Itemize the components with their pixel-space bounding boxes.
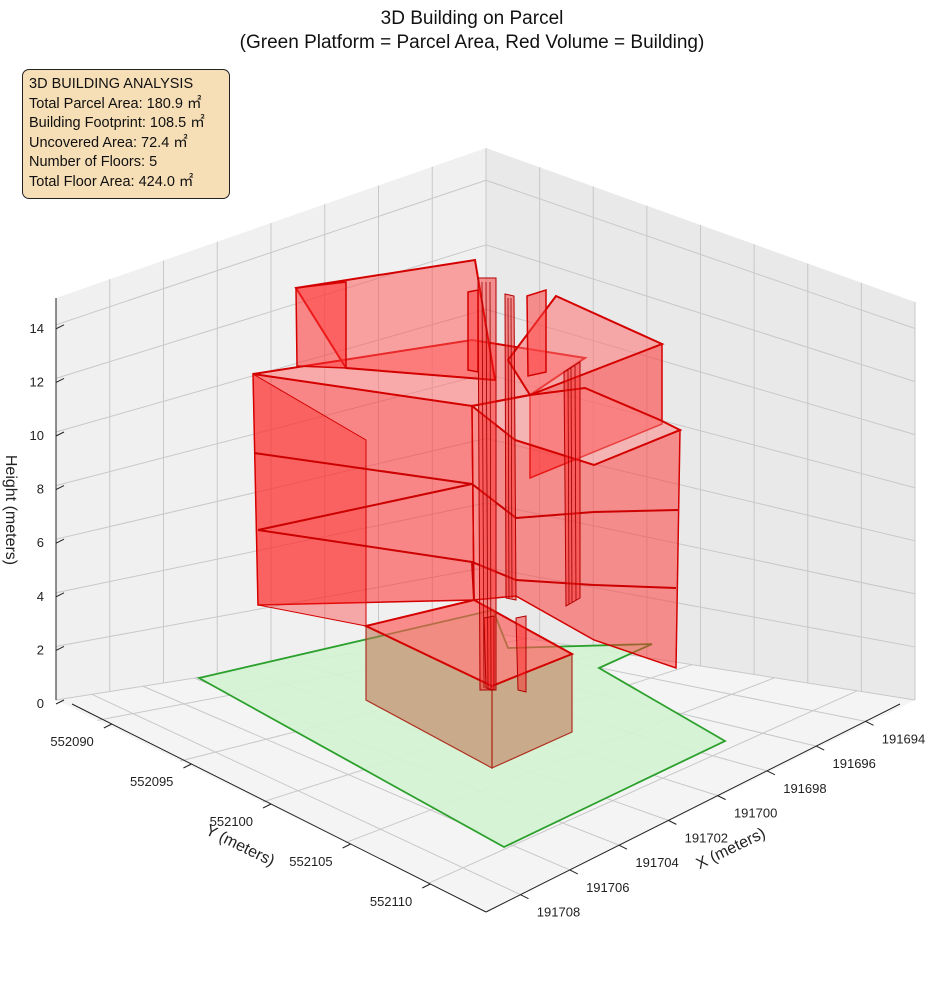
y-tick-mark bbox=[262, 803, 272, 809]
info-line-floor-area: Total Floor Area: 424.0 ㎡ bbox=[29, 173, 194, 190]
z-tick-mark bbox=[55, 324, 65, 330]
z-tick-mark bbox=[55, 485, 65, 491]
analysis-info-box: 3D BUILDING ANALYSIS Total Parcel Area: … bbox=[22, 69, 230, 199]
info-heading: 3D BUILDING ANALYSIS bbox=[29, 76, 194, 92]
y-tick-label: 552105 bbox=[289, 854, 332, 869]
x-grid-line bbox=[91, 693, 521, 896]
x-tick-mark bbox=[815, 745, 825, 751]
y-tick-mark bbox=[342, 843, 351, 849]
building-volume bbox=[252, 258, 683, 770]
x-tick-mark bbox=[618, 844, 628, 850]
z-axis-label: Height (meters) bbox=[2, 455, 19, 565]
x-tick-label: 191704 bbox=[635, 855, 678, 870]
z-tick-mark bbox=[55, 592, 65, 598]
z-tick-label: 2 bbox=[37, 642, 44, 657]
z-tick-label: 6 bbox=[37, 535, 44, 550]
z-tick-label: 8 bbox=[37, 482, 44, 497]
y-tick-label: 552090 bbox=[50, 734, 93, 749]
info-line-footprint: Building Footprint: 108.5 ㎡ bbox=[29, 115, 205, 131]
x-tick-mark bbox=[520, 894, 529, 900]
z-tick-mark bbox=[55, 377, 65, 383]
y-grid-line bbox=[427, 690, 858, 884]
building-face-upper-rear-side bbox=[295, 281, 347, 369]
x-tick-mark bbox=[569, 869, 579, 875]
x-tick-label: 191694 bbox=[882, 731, 925, 746]
y-axis-line bbox=[71, 703, 487, 913]
x-tick-label: 191702 bbox=[685, 830, 728, 845]
z-tick-label: 4 bbox=[37, 589, 44, 604]
x-tick-mark bbox=[766, 770, 776, 776]
y-tick-mark bbox=[422, 883, 431, 889]
z-tick-label: 14 bbox=[30, 321, 44, 336]
info-line-floors: Number of Floors: 5 bbox=[29, 154, 158, 170]
z-tick-label: 10 bbox=[30, 428, 44, 443]
axes bbox=[55, 298, 901, 913]
tick-labels: 191694 191696 191698 191700 191702 191704 1917… bbox=[30, 321, 926, 920]
z-tick-mark bbox=[55, 699, 65, 705]
y-tick-label: 552100 bbox=[210, 814, 253, 829]
y-tick-mark bbox=[103, 723, 113, 729]
chart-subtitle: (Green Platform = Parcel Area, Red Volum… bbox=[239, 32, 705, 53]
x-tick-label: 191700 bbox=[734, 806, 777, 821]
x-tick-mark bbox=[668, 819, 677, 825]
info-line-uncovered: Uncovered Area: 72.4 ㎡ bbox=[29, 134, 188, 151]
y-tick-mark bbox=[183, 763, 192, 769]
info-line-parcel-area: Total Parcel Area: 180.9 ㎡ bbox=[29, 95, 202, 112]
x-axis-line bbox=[485, 703, 901, 913]
x-tick-label: 191698 bbox=[783, 781, 826, 796]
y-tick-label: 552095 bbox=[130, 774, 173, 789]
z-tick-mark bbox=[55, 431, 65, 437]
z-tick-label: 12 bbox=[30, 374, 44, 389]
building-face-mid-top bbox=[469, 386, 683, 467]
x-tick-mark bbox=[717, 795, 726, 801]
building-face-lower-top bbox=[363, 598, 575, 688]
y-tick-label: 552110 bbox=[370, 894, 412, 909]
building-face-right-column bbox=[526, 288, 547, 377]
z-tick-mark bbox=[55, 538, 65, 544]
building-face-left-column bbox=[467, 289, 479, 373]
z-tick-label: 0 bbox=[37, 696, 44, 711]
z-tick-mark bbox=[55, 645, 65, 651]
x-tick-label: 191708 bbox=[537, 905, 580, 920]
x-tick-mark bbox=[865, 720, 874, 726]
floor-line-1 bbox=[257, 482, 679, 531]
building-strip-lines bbox=[481, 281, 577, 689]
chart-title: 3D Building on Parcel bbox=[380, 8, 564, 29]
x-tick-label: 191706 bbox=[586, 880, 629, 895]
building-face-left-side bbox=[252, 373, 367, 627]
x-tick-label: 191696 bbox=[833, 756, 876, 771]
y-axis-label: Y (meters) bbox=[203, 822, 277, 870]
floor-line-4 bbox=[471, 561, 475, 601]
floor-line-2 bbox=[253, 452, 473, 485]
